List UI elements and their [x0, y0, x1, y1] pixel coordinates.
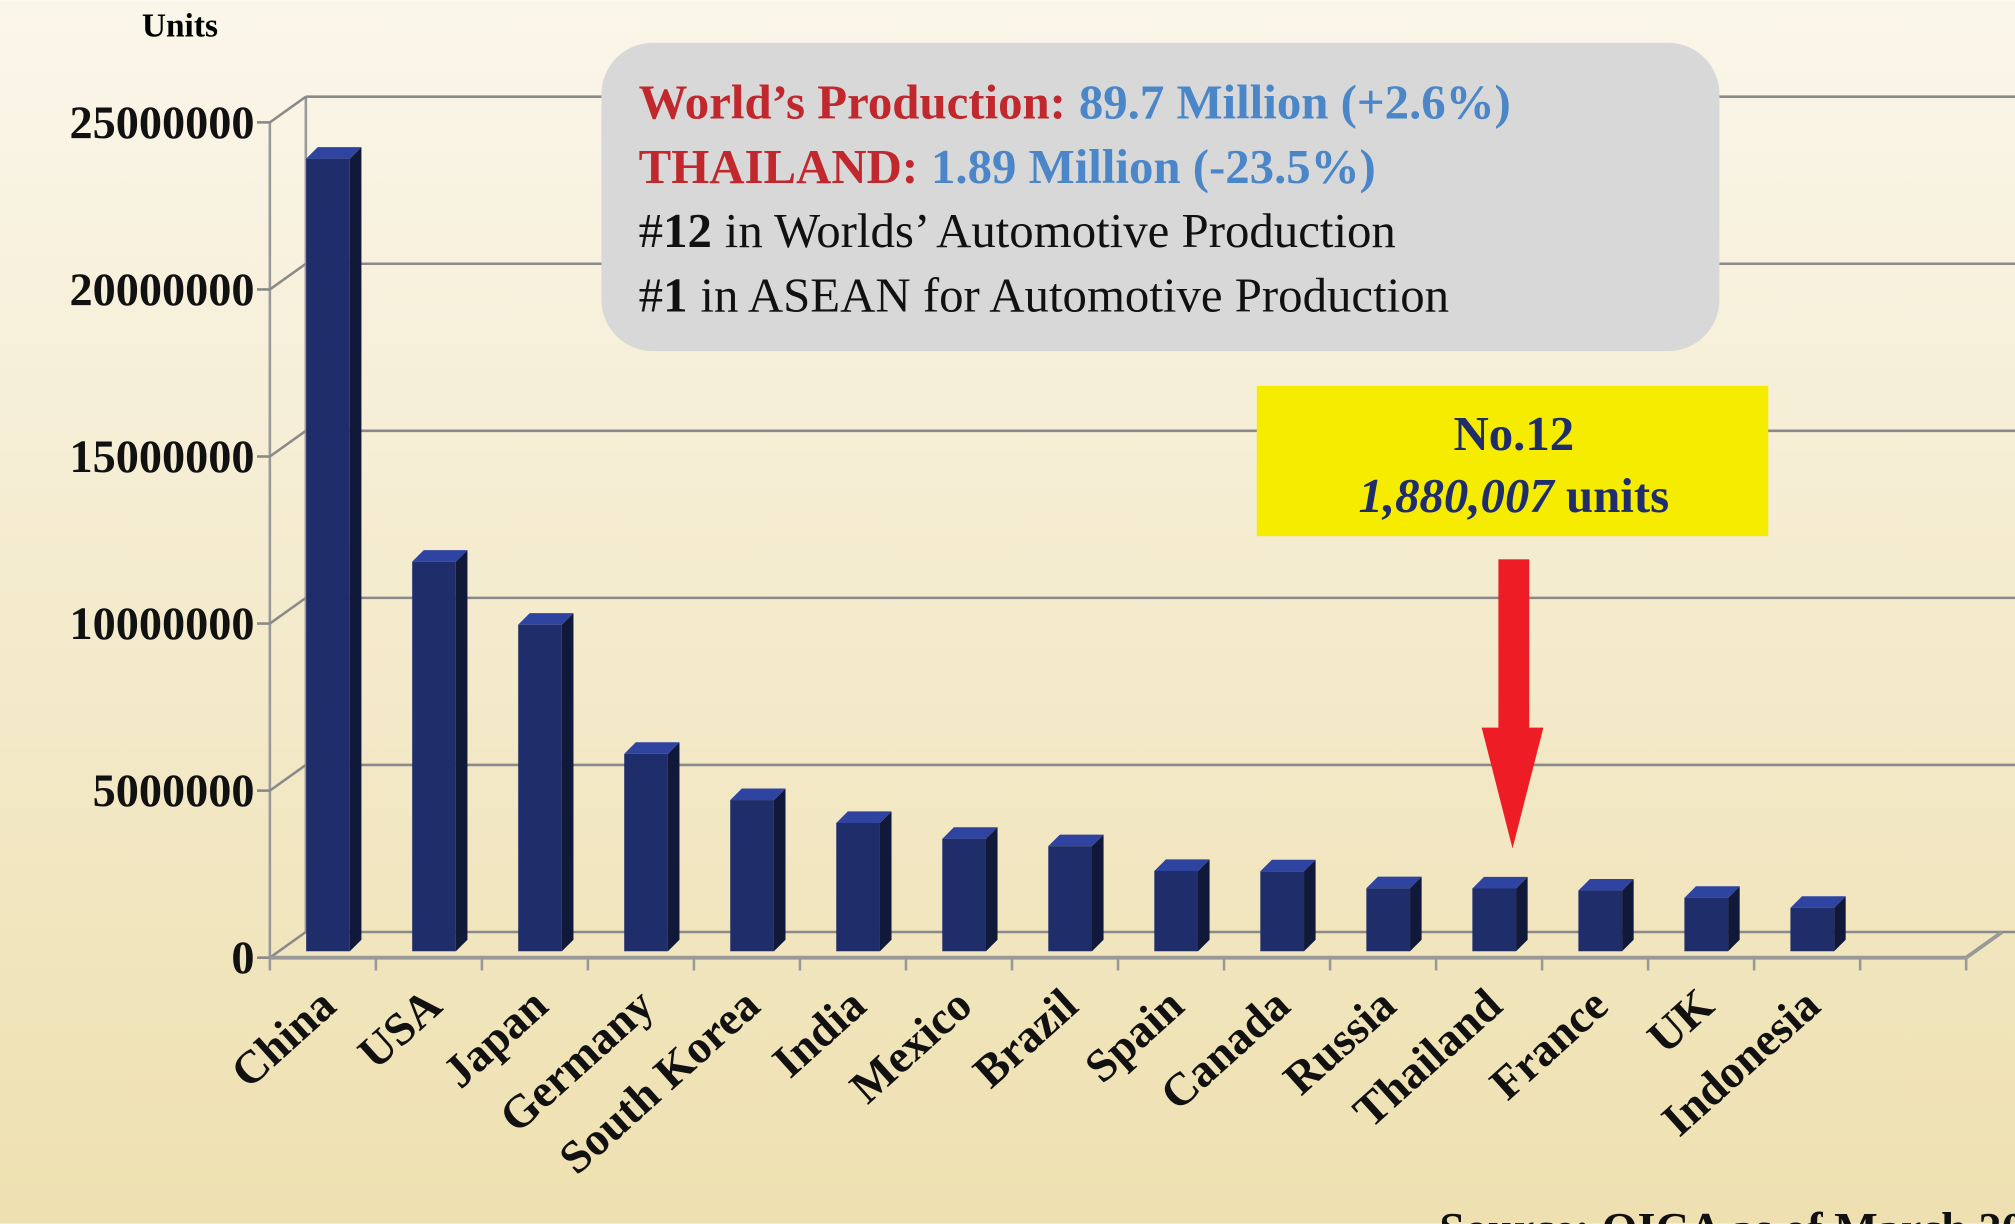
bar	[942, 838, 986, 952]
y-tick-label: 25000000	[69, 98, 254, 149]
bar-side	[985, 827, 998, 952]
info-line: #1 in ASEAN for Automotive Production	[639, 267, 1449, 322]
bar-top	[1154, 859, 1210, 871]
info-segment: THAILAND:	[639, 139, 918, 194]
bar-side	[1834, 896, 1846, 952]
bar-top	[1472, 876, 1528, 889]
info-segment: #	[639, 267, 663, 322]
bars	[306, 147, 1846, 952]
info-segment: 89.7 Million (+2.6%)	[1079, 75, 1511, 130]
y-tick-label: 10000000	[69, 599, 254, 650]
bar	[1684, 897, 1729, 952]
bar-top	[1790, 896, 1846, 908]
bar	[306, 158, 350, 952]
info-segment: 1.89 Million (-23.5%)	[931, 139, 1376, 194]
bar	[1260, 871, 1305, 952]
callout-unit: units	[1566, 468, 1669, 523]
grid-diagonal	[269, 596, 307, 625]
bar-top	[1578, 878, 1634, 891]
bar-top	[306, 147, 362, 159]
info-line: World’s Production: 89.7 Million (+2.6%)	[639, 75, 1511, 130]
bar	[1154, 870, 1199, 952]
bar	[836, 822, 880, 952]
bar-top	[942, 827, 998, 839]
bar-side	[1198, 859, 1210, 952]
arrow-shaft	[1498, 559, 1530, 733]
bar	[1366, 888, 1411, 952]
bar	[518, 624, 562, 952]
y-tick-label: 15000000	[69, 432, 254, 483]
bar-side	[455, 550, 468, 952]
bar-top	[518, 613, 574, 625]
grid-diagonal	[269, 763, 307, 792]
grid-diagonal	[269, 429, 307, 458]
callout-rank: No.12	[1453, 406, 1574, 461]
info-text: World’s Production: 89.7 Million (+2.6%) T…	[639, 75, 1511, 323]
info-segment: in Worlds’ Automotive Production	[725, 203, 1396, 258]
bar-side	[1728, 886, 1740, 952]
bar-side	[1304, 859, 1316, 952]
callout-value: 1,880,007 units	[1358, 468, 1669, 523]
y-tick-label: 0	[231, 933, 254, 984]
bar-top	[1260, 859, 1316, 872]
y-tick-label: 20000000	[69, 265, 254, 316]
bar-side	[349, 147, 362, 952]
bar	[730, 800, 774, 952]
info-segment: 12	[663, 203, 712, 258]
bar-top	[624, 742, 680, 754]
grid-diagonal	[269, 95, 307, 124]
bar-side	[1410, 876, 1422, 952]
bar-top	[730, 788, 786, 801]
bar	[624, 753, 668, 952]
bar-side	[1622, 878, 1634, 952]
info-segment: World’s Production:	[639, 75, 1066, 130]
bar-top	[1048, 834, 1104, 847]
arrow-head	[1481, 727, 1544, 849]
grid-diagonal	[269, 930, 307, 959]
callout-number: 1,880,007	[1358, 468, 1556, 523]
y-tick-label: 5000000	[93, 766, 255, 817]
bar-top	[412, 550, 468, 562]
source: Source: OICA as of March 2015	[1439, 1204, 2015, 1224]
info-segment: in ASEAN for Automotive Production	[700, 267, 1449, 322]
info-line: #12 in Worlds’ Automotive Production	[639, 203, 1396, 258]
bar-top	[1366, 876, 1422, 889]
bar-side	[1516, 876, 1528, 952]
bar-side	[773, 788, 786, 952]
bar-side	[561, 613, 574, 952]
bar	[1472, 888, 1517, 952]
info-segment: 1	[663, 267, 687, 322]
info-box	[601, 42, 1720, 352]
bar	[412, 561, 456, 952]
info-segment: #	[639, 203, 663, 258]
floor-edge	[1965, 930, 2004, 960]
bar	[1048, 846, 1092, 952]
bar-side	[667, 742, 680, 952]
bar	[1790, 907, 1835, 952]
y-axis-label: Units	[142, 7, 218, 44]
bar-side	[879, 811, 892, 952]
info-line: THAILAND: 1.89 Million (-23.5%)	[639, 139, 1376, 194]
bar	[1578, 890, 1623, 952]
bar-side	[1091, 834, 1104, 952]
grid-diagonal	[269, 262, 307, 291]
bar-top	[836, 811, 892, 823]
bar-top	[1684, 886, 1740, 898]
callout-box	[1256, 385, 1769, 537]
